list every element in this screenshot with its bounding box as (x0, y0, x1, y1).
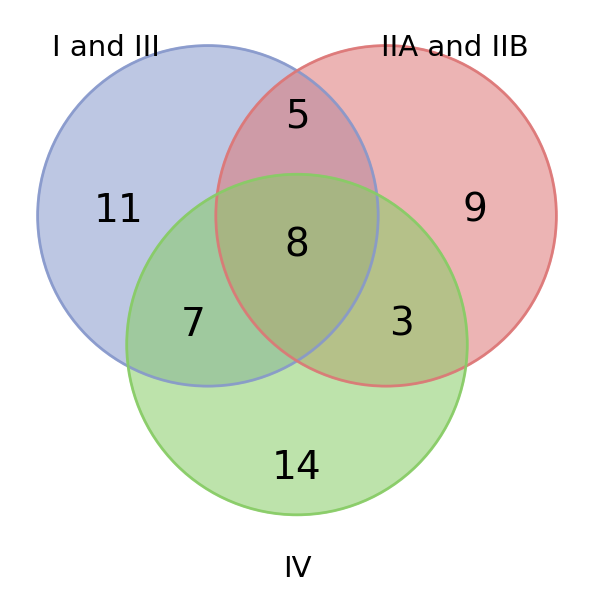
Text: I and III: I and III (52, 34, 160, 62)
Circle shape (216, 46, 557, 386)
Text: IV: IV (283, 555, 311, 583)
Text: 9: 9 (463, 192, 488, 230)
Text: 11: 11 (94, 192, 144, 230)
Circle shape (37, 46, 378, 386)
Text: 14: 14 (272, 449, 322, 487)
Circle shape (127, 174, 467, 515)
Text: 8: 8 (285, 227, 309, 265)
Text: 7: 7 (181, 306, 206, 344)
Text: 3: 3 (388, 306, 413, 344)
Text: 5: 5 (285, 98, 309, 136)
Text: IIA and IIB: IIA and IIB (381, 34, 529, 62)
